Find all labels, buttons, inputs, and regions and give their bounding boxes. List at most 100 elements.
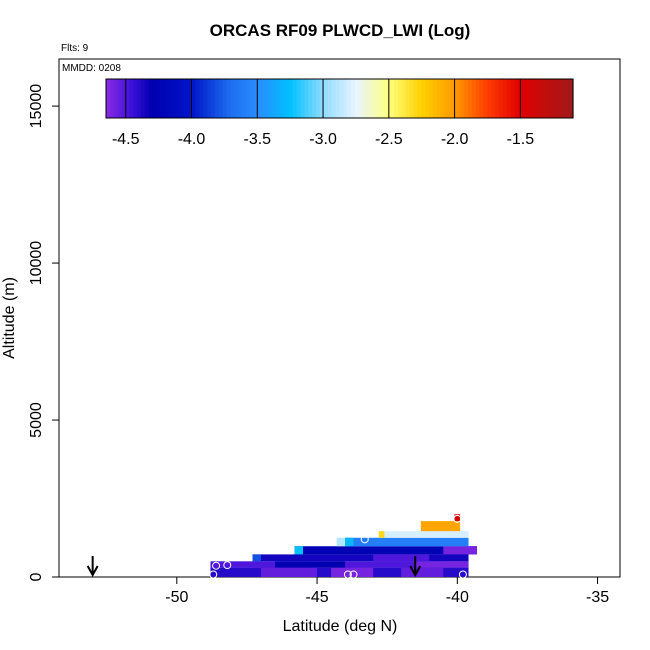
colorbar-swatch <box>456 79 461 118</box>
colorbar-frame <box>105 78 574 119</box>
data-marker <box>209 570 218 579</box>
colorbar-swatch <box>526 79 531 118</box>
colorbar-swatch <box>238 79 243 118</box>
y-axis: 0 5000 10000 15000 <box>28 84 59 581</box>
colorbar-swatch <box>129 79 134 118</box>
colorbar-swatch <box>277 79 282 118</box>
colorbar-swatch <box>253 79 259 118</box>
colorbar-swatch <box>265 79 271 118</box>
colorbar-swatch <box>179 79 185 118</box>
colorbar-tick-label: -2.0 <box>441 131 469 148</box>
colorbar-swatch <box>432 79 438 118</box>
colorbar-swatch <box>537 79 543 118</box>
data-cell <box>443 546 477 555</box>
colorbar-tick-label: -4.0 <box>178 131 206 148</box>
colorbar-swatch <box>109 79 115 118</box>
colorbar-swatch <box>191 79 197 118</box>
colorbar-swatch <box>183 79 189 118</box>
data-cell <box>252 554 261 562</box>
colorbar-swatch <box>141 79 146 118</box>
colorbar-swatch <box>378 79 383 118</box>
colorbar-swatch <box>522 79 527 118</box>
colorbar-swatch <box>160 79 165 118</box>
colorbar-swatch <box>117 79 123 118</box>
data-cell <box>294 546 304 555</box>
data-markers <box>209 514 467 579</box>
chart-title: ORCAS RF09 PLWCD_LWI (Log) <box>210 21 471 40</box>
colorbar-swatch <box>211 79 216 118</box>
colorbar-swatch <box>425 79 430 118</box>
colorbar-swatch <box>172 79 177 118</box>
colorbar-swatch <box>296 79 302 118</box>
colorbar-swatch <box>565 79 570 118</box>
colorbar-swatch <box>362 79 368 118</box>
colorbar-swatch <box>514 79 520 118</box>
colorbar-swatch <box>475 79 481 118</box>
colorbar-swatch <box>541 79 547 118</box>
colorbar: -4.5 -4.0 -3.5 -3.0 -2.5 -2.0 -1.5 <box>105 78 574 148</box>
x-axis: -50 -45 -40 -35 <box>165 577 609 606</box>
colorbar-swatch <box>366 79 372 118</box>
colorbar-swatch <box>487 79 492 118</box>
colorbar-swatch <box>242 79 247 118</box>
data-cell <box>420 521 461 532</box>
colorbar-swatch <box>327 79 333 118</box>
colorbar-swatch <box>569 79 574 118</box>
x-tick-label: -50 <box>165 589 188 606</box>
data-cell <box>345 537 469 547</box>
date-note: MMDD: 0208 <box>62 63 121 74</box>
flights-note: Flts: 9 <box>61 43 89 54</box>
colorbar-swatch <box>351 79 356 118</box>
colorbar-swatch <box>316 79 321 118</box>
colorbar-swatch <box>370 79 376 118</box>
colorbar-swatch <box>323 79 329 118</box>
colorbar-swatch <box>288 79 294 118</box>
colorbar-swatch <box>125 79 130 118</box>
colorbar-tick-label: -2.5 <box>375 131 403 148</box>
colorbar-swatch <box>409 79 415 118</box>
colorbar-swatch <box>320 79 325 118</box>
colorbar-swatch <box>429 79 434 118</box>
colorbar-swatch <box>557 79 562 118</box>
colorbar-tick-label: -3.5 <box>243 131 271 148</box>
data-marker <box>212 561 221 570</box>
colorbar-swatch <box>249 79 255 118</box>
colorbar-swatch <box>502 79 508 118</box>
colorbar-swatch <box>269 79 274 118</box>
colorbar-swatch <box>308 79 313 118</box>
colorbar-swatch <box>374 79 380 118</box>
colorbar-swatch <box>148 79 154 118</box>
colorbar-swatch <box>168 79 173 118</box>
colorbar-swatch <box>355 79 360 118</box>
data-cell <box>415 561 469 568</box>
colorbar-swatch <box>281 79 286 118</box>
data-cell <box>252 554 469 562</box>
colorbar-swatch <box>405 79 411 118</box>
colorbar-swatch <box>479 79 485 118</box>
colorbar-swatch <box>495 79 500 118</box>
colorbar-swatch <box>549 79 555 118</box>
colorbar-swatch <box>207 79 212 118</box>
x-tick-label: -40 <box>446 589 469 606</box>
colorbar-swatch <box>230 79 236 118</box>
colorbar-swatch <box>561 79 566 118</box>
colorbar-swatch <box>483 79 488 118</box>
colorbar-swatch <box>358 79 364 118</box>
data-cell <box>331 567 374 577</box>
colorbar-tick-label: -3.0 <box>309 131 337 148</box>
colorbar-swatch <box>534 79 539 118</box>
colorbar-swatch <box>156 79 162 118</box>
colorbar-swatch <box>464 79 469 118</box>
colorbar-swatch <box>530 79 535 118</box>
data-cell <box>378 531 469 538</box>
data-cell <box>294 546 477 555</box>
colorbar-swatch <box>499 79 504 118</box>
x-tick-label: -45 <box>305 589 328 606</box>
colorbar-swatch <box>440 79 446 118</box>
colorbar-swatch <box>401 79 407 118</box>
plot-area <box>58 58 621 578</box>
colorbar-swatch <box>113 79 119 118</box>
colorbar-tick-label: -1.5 <box>507 131 535 148</box>
colorbar-swatch <box>417 79 422 118</box>
